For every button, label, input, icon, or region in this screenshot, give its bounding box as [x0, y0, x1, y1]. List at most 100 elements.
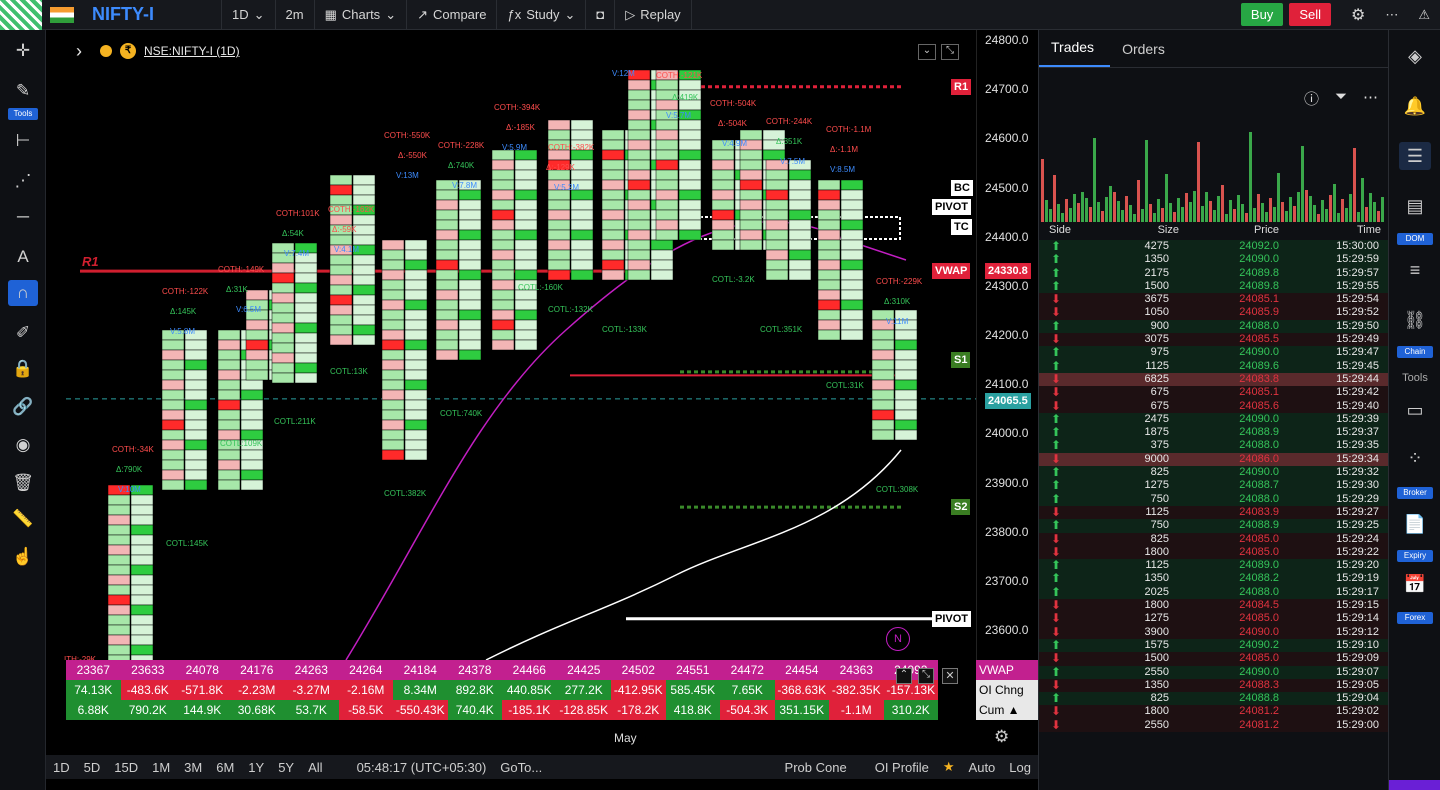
trade-row[interactable]: ⬆ 1575 24090.2 15:29:10 [1039, 638, 1389, 653]
star-icon[interactable]: ★ [942, 759, 955, 774]
trade-row[interactable]: ⬆ 1875 24088.9 15:29:37 [1039, 425, 1389, 440]
range-button-5d[interactable]: 5D [83, 759, 101, 775]
range-button-1d[interactable]: 1D [53, 759, 70, 775]
trade-row[interactable]: ⬇ 2550 24081.2 15:29:00 [1039, 718, 1389, 732]
sell-button[interactable]: Sell [1289, 3, 1331, 26]
trade-row[interactable]: ⬆ 750 24088.9 15:29:25 [1039, 518, 1389, 533]
range-button-1y[interactable]: 1Y [248, 759, 265, 775]
study-menu[interactable]: ƒx Study ⌄ [497, 0, 587, 30]
layers-icon[interactable]: ◈ [1408, 46, 1422, 66]
trades-list[interactable]: ⬆ 4275 24092.0 15:30:00 ⬆ 1350 24090.0 15:29:59… [1039, 239, 1389, 732]
chart-symbol-link[interactable]: NSE:NIFTY-I (1D) [144, 44, 240, 58]
trade-row[interactable]: ⬇ 1800 24085.0 15:29:22 [1039, 545, 1389, 560]
prob-cone-button[interactable]: Prob Cone [784, 759, 847, 775]
more-menu-icon[interactable]: ⋯ [1363, 89, 1378, 106]
oi-profile-button[interactable]: OI Profile [874, 759, 929, 775]
symbol-selector[interactable]: NIFTY-I [82, 0, 222, 30]
bell-icon[interactable]: 🔔 [1403, 96, 1427, 116]
line-tool-icon[interactable]: ─ [16, 207, 30, 226]
footprint-chart[interactable]: COTH:-394K Δ:-185K COTH:-550K Δ:-550K V:13M C… [46, 30, 976, 755]
auto-scale-button[interactable]: Auto [968, 759, 996, 775]
cumulative-row-label[interactable]: Cum ▲ [976, 700, 1038, 720]
trade-row[interactable]: ⬆ 375 24088.0 15:29:35 [1039, 439, 1389, 453]
trade-row[interactable]: ⬆ 825 24088.8 15:29:04 [1039, 691, 1389, 706]
text-icon[interactable]: A [17, 247, 29, 266]
chart-canvas[interactable]: COTH:-394K Δ:-185K COTH:-550K Δ:-550K V:13M C… [46, 30, 976, 660]
trade-row[interactable]: ⬇ 9000 24086.0 15:29:34 [1039, 452, 1389, 467]
collapse-up-icon[interactable]: ⌃ [896, 668, 912, 684]
trade-row[interactable]: ⬆ 1350 24090.0 15:29:59 [1039, 252, 1389, 267]
interval-selector[interactable]: 1D ⌄ [222, 0, 276, 30]
collapse-arrow-icon[interactable]: › [76, 40, 82, 61]
range-button-15d[interactable]: 15D [114, 759, 139, 775]
trade-row[interactable]: ⬇ 675 24085.6 15:29:40 [1039, 399, 1389, 413]
instagram-button[interactable]: ◘ [586, 0, 616, 30]
trade-row[interactable]: ⬇ 675 24085.1 15:29:42 [1039, 385, 1389, 400]
link-icon[interactable]: 🔗 [12, 397, 34, 416]
expand-icon[interactable]: ⤡ [918, 668, 934, 684]
menu-icon[interactable]: ≡ [1409, 260, 1421, 280]
tab-orders[interactable]: Orders [1122, 41, 1165, 57]
trade-row[interactable]: ⬆ 2025 24088.0 15:29:17 [1039, 585, 1389, 600]
trade-row[interactable]: ⬇ 1350 24088.3 15:29:05 [1039, 678, 1389, 693]
news-icon[interactable]: N [886, 627, 910, 651]
panel-icon[interactable]: ▭ [1406, 400, 1424, 420]
magnet-icon[interactable]: ∩ [8, 280, 38, 306]
trade-row[interactable]: ⬆ 1350 24088.2 15:29:19 [1039, 572, 1389, 586]
settings-gear-icon[interactable]: ⚙ [1351, 6, 1366, 24]
chain-link-icon[interactable]: ⛓ [1403, 310, 1427, 330]
cursor-icon[interactable]: ☝ [12, 547, 34, 566]
price-axis[interactable]: 24800.0 24700.0 24600.0 24500.0 24400.0 24300… [976, 30, 1038, 660]
crosshair-icon[interactable]: ✛ [15, 41, 31, 60]
dom-icon[interactable]: ▤ [1406, 196, 1424, 216]
pencil-icon[interactable]: ✎ [15, 81, 31, 100]
clock-readout[interactable]: 05:48:17 (UTC+05:30) [356, 759, 487, 775]
trade-row[interactable]: ⬇ 1050 24085.9 15:29:52 [1039, 306, 1389, 320]
help-icon[interactable]: ⓘ [1303, 91, 1319, 108]
goto-button[interactable]: GoTo... [500, 759, 543, 775]
trade-row[interactable]: ⬆ 825 24090.0 15:29:32 [1039, 465, 1389, 480]
trade-row[interactable]: ⬆ 2175 24089.8 15:29:57 [1039, 266, 1389, 280]
trade-row[interactable]: ⬆ 2475 24090.0 15:29:39 [1039, 412, 1389, 427]
trade-row[interactable]: ⬆ 1125 24089.6 15:29:45 [1039, 359, 1389, 373]
trade-row[interactable]: ⬇ 825 24085.0 15:29:24 [1039, 532, 1389, 546]
alert-warning-icon[interactable]: ⚠ [1418, 6, 1430, 22]
collapse-icon[interactable]: ⌄ [918, 44, 936, 60]
ruler-icon[interactable]: 📏 [12, 509, 34, 528]
charts-menu[interactable]: ▦ Charts ⌄ [315, 0, 408, 30]
app-logo[interactable] [0, 0, 42, 30]
list-icon[interactable]: ☰ [1399, 142, 1431, 170]
trade-row[interactable]: ⬆ 1500 24089.8 15:29:55 [1039, 279, 1389, 294]
calendar-icon[interactable]: 📅 [1403, 574, 1427, 594]
trade-row[interactable]: ⬆ 975 24090.0 15:29:47 [1039, 346, 1389, 360]
range-button-6m[interactable]: 6M [216, 759, 235, 775]
range-button-1m[interactable]: 1M [152, 759, 171, 775]
trade-row[interactable]: ⬆ 1125 24089.0 15:29:20 [1039, 558, 1389, 573]
trash-icon[interactable]: 🗑 [12, 473, 34, 492]
brick-size-button[interactable]: 2m [276, 0, 315, 30]
chart-settings-gear-icon[interactable]: ⚙ [994, 727, 1010, 746]
buy-button[interactable]: Buy [1240, 3, 1284, 26]
fork-icon[interactable]: ⊢ [15, 131, 31, 150]
time-axis[interactable]: May ⚙ [46, 725, 1038, 755]
more-menu-icon[interactable]: ⋯ [1385, 6, 1399, 22]
lock-icon[interactable]: 🔒 [12, 359, 34, 378]
trade-row[interactable]: ⬆ 1275 24088.7 15:29:30 [1039, 479, 1389, 493]
expiry-doc-icon[interactable]: 📄 [1403, 514, 1427, 534]
trade-row[interactable]: ⬆ 2550 24090.0 15:29:07 [1039, 665, 1389, 679]
trade-row[interactable]: ⬇ 3075 24085.5 15:29:49 [1039, 332, 1389, 347]
trade-row[interactable]: ⬇ 3675 24085.1 15:29:54 [1039, 292, 1389, 307]
pattern-icon[interactable]: ⋰ [14, 171, 32, 190]
compare-button[interactable]: ↗ Compare [407, 0, 498, 30]
replay-button[interactable]: ▷ Replay [615, 0, 692, 30]
trade-row[interactable]: ⬇ 1500 24085.0 15:29:09 [1039, 651, 1389, 666]
trade-row[interactable]: ⬇ 3900 24090.0 15:29:12 [1039, 625, 1389, 639]
trade-row[interactable]: ⬇ 1800 24081.2 15:29:02 [1039, 705, 1389, 719]
eye-icon[interactable]: ◉ [15, 435, 31, 454]
filter-icon[interactable]: ⏷ [1334, 88, 1347, 105]
trade-row[interactable]: ⬇ 1800 24084.5 15:29:15 [1039, 598, 1389, 613]
close-icon[interactable]: ✕ [942, 668, 958, 684]
tab-trades[interactable]: Trades [1039, 39, 1111, 67]
broker-grid-icon[interactable]: ⁘ [1407, 448, 1423, 468]
range-button-all[interactable]: All [308, 759, 323, 775]
